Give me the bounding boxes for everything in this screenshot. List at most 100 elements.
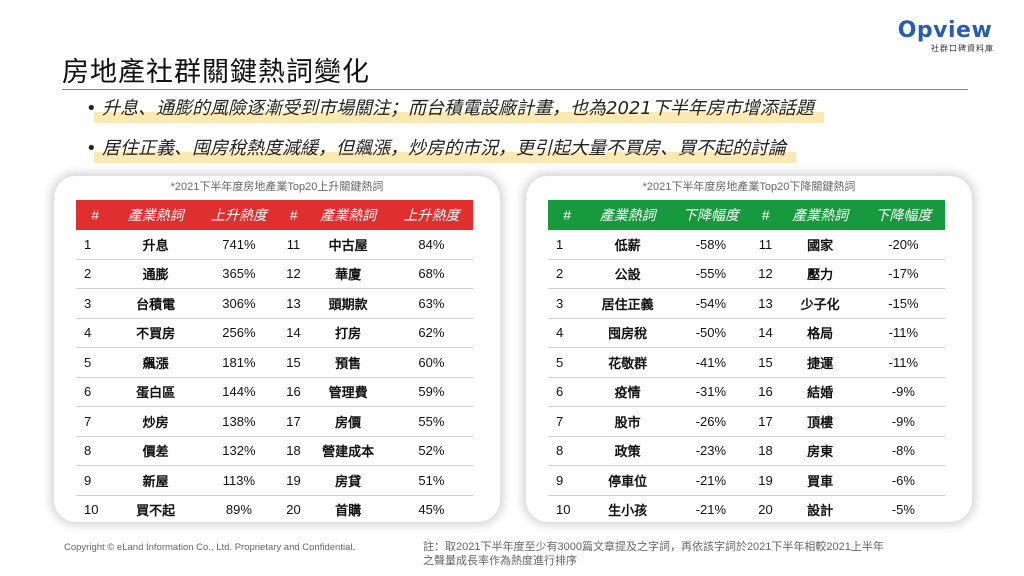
rank-cell: 19: [752, 465, 779, 496]
column-header: 產業熱詞: [586, 200, 670, 230]
rank-cell: 1: [76, 230, 114, 260]
column-header: #: [548, 200, 586, 230]
change-cell: -26%: [669, 406, 753, 437]
change-cell: 84%: [389, 230, 473, 260]
logo-wordmark: Opview: [897, 18, 993, 43]
keyword-cell: 少子化: [778, 288, 862, 319]
bullet-text: 居住正義、囤房稅熱度減緩，但飆漲，炒房的市況，更引起大量不買房、買不起的討論: [88, 134, 796, 164]
change-cell: 306%: [197, 288, 281, 319]
keyword-cell: 通膨: [114, 259, 198, 289]
table-row: 3 台積電 306% 13 頭期款 63%: [76, 288, 473, 319]
methodology-note: 註：取2021下半年度至少有3000篇文章提及之字詞，再依該字詞於2021下半年…: [423, 541, 884, 567]
rank-cell: 12: [752, 259, 779, 289]
change-cell: 181%: [197, 347, 281, 378]
change-cell: -11%: [861, 318, 945, 348]
change-cell: -9%: [861, 377, 945, 407]
column-header: #: [752, 200, 779, 230]
page-title: 房地產社群關鍵熱詞變化: [62, 57, 370, 88]
rank-cell: 7: [548, 406, 586, 437]
rank-cell: 9: [548, 465, 586, 496]
opview-logo: Opview 社群口碑資料庫: [896, 20, 994, 54]
rank-cell: 9: [76, 465, 114, 496]
keyword-cell: 頂樓: [778, 406, 862, 437]
falling-keywords-table: # 產業熱詞 下降幅度 # 產業熱詞 下降幅度 1 低薪 -58% 11 國家 -20% 2 公設 -55…: [548, 200, 945, 524]
change-cell: -9%: [861, 406, 945, 437]
table-row: 1 升息 741% 11 中古屋 84%: [76, 230, 473, 260]
rank-cell: 14: [280, 318, 307, 348]
keyword-cell: 頭期款: [306, 288, 390, 319]
bullet-item: • 升息、通膨的風險逐漸受到市場關注；而台積電設廠計畫，也為2021下半年房市增…: [86, 94, 824, 134]
change-cell: -58%: [669, 230, 753, 260]
table-row: 8 政策 -23% 18 房東 -8%: [548, 436, 945, 466]
rank-cell: 15: [280, 347, 307, 378]
table-body: 1 低薪 -58% 11 國家 -20% 2 公設 -55% 12 壓力 -17% 3 居住正義 -54% 1…: [548, 230, 945, 524]
keyword-cell: 買車: [778, 465, 862, 496]
table-row: 9 新屋 113% 19 房貸 51%: [76, 465, 473, 496]
change-cell: -21%: [669, 465, 753, 496]
change-cell: -21%: [695, 502, 727, 518]
change-cell: -20%: [861, 230, 945, 260]
rank-cell: 12: [280, 259, 307, 289]
keyword-cell: 壓力: [778, 259, 862, 289]
keyword-cell: 不買房: [114, 318, 198, 348]
rank-cell: 20: [758, 502, 773, 518]
column-header: #: [280, 200, 307, 230]
table-row: 5 飆漲 181% 15 預售 60%: [76, 347, 473, 378]
keyword-cell: 華廈: [306, 259, 390, 289]
rank-cell: 5: [548, 347, 586, 378]
keyword-cell: 設計: [807, 503, 834, 519]
rank-cell: 3: [76, 288, 114, 319]
keyword-cell: 炒房: [114, 406, 198, 437]
keyword-cell: 花敬群: [586, 347, 670, 378]
table-row: 8 價差 132% 18 營建成本 52%: [76, 436, 473, 466]
keyword-cell: 居住正義: [586, 288, 670, 319]
summary-bullets: • 升息、通膨的風險逐漸受到市場關注；而台積電設廠計畫，也為2021下半年房市增…: [86, 94, 824, 174]
falling-keywords-panel: *2021下半年度房地產業Top20下降關鍵熱詞 # 產業熱詞 下降幅度 # 產業熱詞下…: [526, 176, 972, 522]
rank-cell: 14: [752, 318, 779, 348]
table-row: 4 不買房 256% 14 打房 62%: [76, 318, 473, 348]
change-cell: 62%: [389, 318, 473, 348]
rising-keywords-panel: *2021下半年度房地產業Top20上升關鍵熱詞 # 產業熱詞 上升熱度 # 產業熱詞上…: [54, 176, 500, 522]
change-cell: -55%: [669, 259, 753, 289]
rank-cell: 8: [76, 436, 114, 466]
change-cell: -15%: [861, 288, 945, 319]
column-header: 產業熱詞: [306, 200, 390, 230]
rank-cell: 13: [280, 288, 307, 319]
rank-cell: 17: [280, 406, 307, 437]
keyword-cell: 新屋: [114, 465, 198, 496]
bullet-dot-icon: •: [86, 138, 97, 159]
rank-cell: 10: [84, 502, 99, 518]
rank-cell: 18: [280, 436, 307, 466]
rising-table-caption: *2021下半年度房地產業Top20上升關鍵熱詞: [170, 181, 384, 193]
change-cell: -5%: [891, 502, 915, 518]
table-row: 1 低薪 -58% 11 國家 -20%: [548, 230, 945, 260]
keyword-cell: 生小孩: [608, 503, 648, 519]
keyword-cell: 蛋白區: [114, 377, 198, 407]
rank-cell: 8: [548, 436, 586, 466]
keyword-cell: 低薪: [586, 230, 670, 260]
change-cell: -8%: [861, 436, 945, 466]
change-cell: 45%: [418, 502, 445, 518]
table-row: 4 囤房稅 -50% 14 格局 -11%: [548, 318, 945, 348]
change-cell: -50%: [669, 318, 753, 348]
change-cell: 55%: [389, 406, 473, 437]
keyword-cell: 升息: [114, 230, 198, 260]
table-row: 9 停車位 -21% 19 買車 -6%: [548, 465, 945, 496]
keyword-cell: 營建成本: [306, 436, 390, 466]
rank-cell: 11: [280, 230, 307, 260]
change-cell: 138%: [197, 406, 281, 437]
rank-cell: 6: [548, 377, 586, 407]
keyword-cell: 疫情: [586, 377, 670, 407]
rank-cell: 4: [548, 318, 586, 348]
keyword-cell: 房價: [306, 406, 390, 437]
keyword-cell: 結婚: [778, 377, 862, 407]
change-cell: 68%: [389, 259, 473, 289]
table-row: 3 居住正義 -54% 13 少子化 -15%: [548, 288, 945, 319]
rank-cell: 16: [280, 377, 307, 407]
table-row: 6 疫情 -31% 16 結婚 -9%: [548, 377, 945, 407]
column-header: #: [76, 200, 114, 230]
keyword-cell: 台積電: [114, 288, 198, 319]
change-cell: -23%: [669, 436, 753, 466]
keyword-cell: 捷運: [778, 347, 862, 378]
keyword-cell: 預售: [306, 347, 390, 378]
